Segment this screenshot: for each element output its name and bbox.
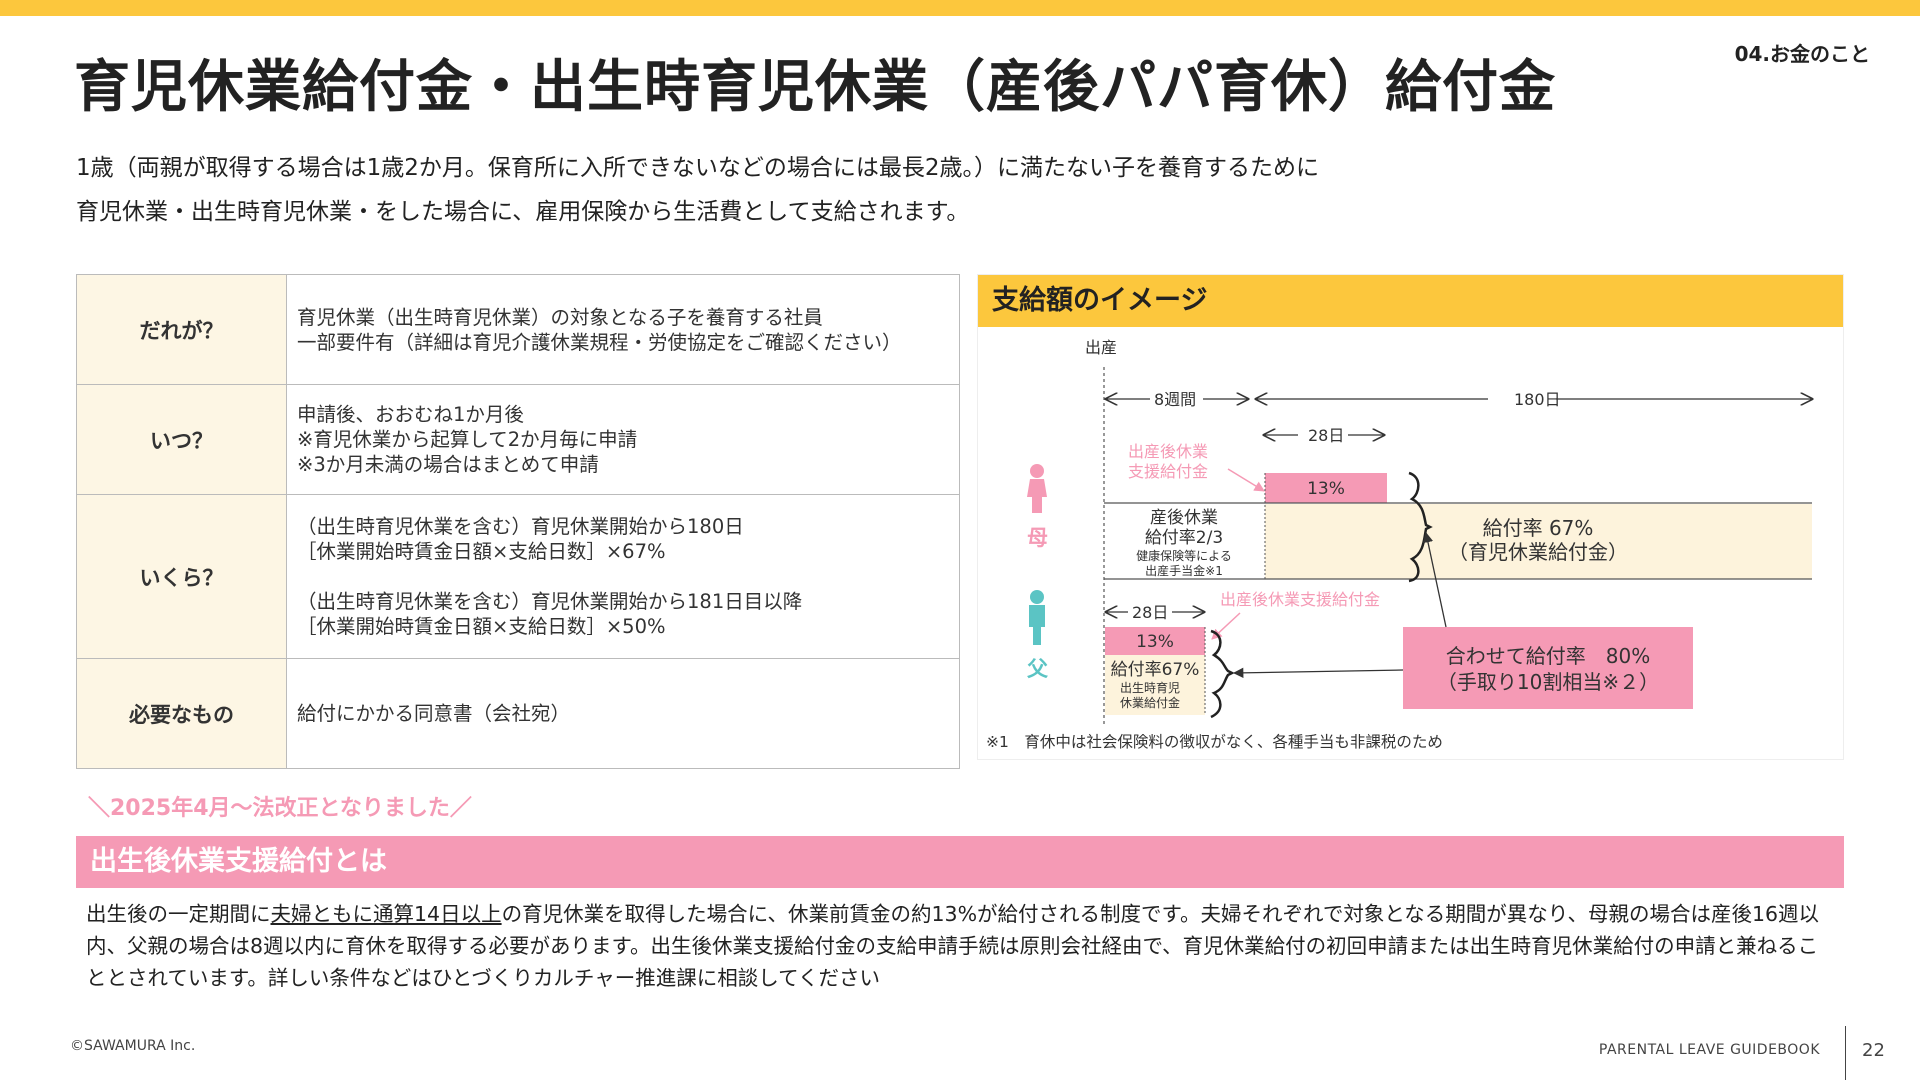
desc-underline: 夫婦ともに通算14日以上: [270, 902, 502, 926]
page-title: 育児休業給付金・出生時育児休業（産後パパ育休）給付金: [74, 55, 1556, 120]
page-number: 22: [1862, 1040, 1885, 1061]
support-label-mother-2: 支援給付金: [1128, 462, 1208, 481]
combined-arrow-to-mother: [1422, 531, 1447, 628]
maternity-label-1: 産後休業: [1150, 508, 1218, 528]
rate67-label-2: （育児休業給付金）: [1448, 540, 1628, 564]
guidebook-title: PARENTAL LEAVE GUIDEBOOK: [1598, 1042, 1820, 1058]
maternity-label-4: 出産手当金※1: [1145, 563, 1223, 578]
table-row: いつ？ 申請後、おおむね1か月後 ※育児休業から起算して2か月毎に申請 ※3か月…: [76, 384, 960, 495]
pct13-father-label: 13%: [1136, 632, 1174, 652]
copyright: ©SAWAMURA Inc.: [70, 1038, 196, 1054]
body-line: ［休業開始時賃金日額×支給日数］×67%: [297, 540, 666, 563]
support-label-mother-1: 出産後休業: [1128, 442, 1208, 461]
father-label: 父: [1027, 657, 1049, 681]
rate67-label-1: 給付率 67%: [1483, 516, 1594, 540]
pct13-father-box: [1105, 627, 1205, 655]
law-revision-note: ＼2025年4月～法改正となりました／: [88, 796, 472, 821]
intro-text: 1歳（両親が取得する場合は1歳2か月。保育所に入所できないなどの場合には最長2歳…: [76, 146, 1496, 234]
combined-arrow-to-father: [1232, 667, 1404, 679]
body-line: 育児休業（出生時育児休業）の対象となる子を養育する社員: [297, 305, 823, 329]
row-body-required: 給付にかかる同意書（会社宛）: [286, 658, 960, 769]
table-row: だれが？ 育児休業（出生時育児休業）の対象となる子を養育する社員 一部要件有（詳…: [76, 274, 960, 385]
table-row: いくら？ （出生時育児休業を含む）育児休業開始から180日 ［休業開始時賃金日額…: [76, 494, 960, 659]
father-rate-label-3: 休業給付金: [1120, 695, 1180, 710]
body-line: （出生時育児休業を含む）育児休業開始から180日: [297, 515, 744, 538]
father-rate67-area: [1105, 655, 1205, 715]
row-body-who: 育児休業（出生時育児休業）の対象となる子を養育する社員 一部要件有（詳細は育児介…: [286, 274, 960, 385]
support-pointer-mother: [1227, 468, 1265, 492]
maternity-label-2: 給付率2/3: [1145, 528, 1223, 548]
body-line: ※育児休業から起算して2か月毎に申請: [297, 428, 638, 451]
body-line: 申請後、おおむね1か月後: [297, 403, 524, 426]
days28-mother-label: 28日: [1308, 426, 1344, 445]
pct13-mother-box: [1265, 473, 1387, 503]
mother-rate67-area: [1265, 504, 1812, 579]
row-body-when: 申請後、おおむね1か月後 ※育児休業から起算して2か月毎に申請 ※3か月未満の場…: [286, 384, 960, 495]
father-rate-label-1: 給付率67%: [1111, 660, 1200, 680]
footer-divider: [1845, 1026, 1846, 1080]
combined-rate-box: [1403, 627, 1693, 709]
body-line: 一部要件有（詳細は育児介護休業規程・労使協定をご確認ください）: [297, 330, 902, 354]
mother-label: 母: [1027, 526, 1048, 550]
birth-label: 出産: [1085, 338, 1117, 357]
intro-line: 1歳（両親が取得する場合は1歳2か月。保育所に入所できないなどの場合には最長2歳…: [76, 155, 1320, 181]
law-section-bar: 出生後休業支援給付とは: [76, 836, 1844, 888]
father-brace: [1210, 629, 1235, 719]
payment-diagram: 出産 8週間 180日 28日 出産後休業 支援給付金 13% 産後休業 給付率…: [986, 338, 1843, 751]
benefit-info-table: だれが？ 育児休業（出生時育児休業）の対象となる子を養育する社員 一部要件有（詳…: [76, 274, 960, 769]
body-gap: [297, 564, 949, 589]
payment-image-panel: 支給額のイメージ 出産 8週間 180日 28日 出産後休業 支援給付: [977, 274, 1844, 760]
weeks8-label: 8週間: [1154, 390, 1196, 409]
intro-line: 育児休業・出生時育児休業・をした場合に、雇用保険から生活費として支給されます。: [76, 199, 970, 225]
mother-icon: [1027, 464, 1047, 513]
combined-label-1: 合わせて給付率 80%: [1446, 644, 1650, 668]
payment-image-header: 支給額のイメージ: [978, 275, 1843, 327]
table-row: 必要なもの 給付にかかる同意書（会社宛）: [76, 658, 960, 769]
law-section-title: 出生後休業支援給付とは: [90, 846, 387, 877]
support-label-father: 出産後休業支援給付金: [1220, 590, 1380, 609]
body-line: （出生時育児休業を含む）育児休業開始から181日目以降: [297, 590, 803, 613]
body-line: ※3か月未満の場合はまとめて申請: [297, 453, 599, 476]
row-head-when: いつ？: [76, 384, 287, 495]
mother-brace: [1408, 471, 1433, 583]
father-icon: [1029, 590, 1045, 645]
combined-label-2: （手取り10割相当※２）: [1437, 670, 1659, 694]
days28-father-label: 28日: [1132, 603, 1168, 622]
row-head-how-much: いくら？: [76, 494, 287, 659]
law-description: 出生後の一定期間に夫婦ともに通算14日以上の育児休業を取得した場合に、休業前賃金…: [86, 898, 1836, 994]
row-head-who: だれが？: [76, 274, 287, 385]
father-rate-label-2: 出生時育児: [1120, 680, 1180, 695]
top-accent-bar: [0, 0, 1920, 16]
row-body-how-much: （出生時育児休業を含む）育児休業開始から180日 ［休業開始時賃金日額×支給日数…: [286, 494, 960, 659]
desc-text-before: 出生後の一定期間に: [86, 902, 271, 926]
pct13-mother-label: 13%: [1307, 479, 1345, 499]
image-footnote: ※1 育休中は社会保険料の徴収がなく、各種手当も非課税のため: [986, 733, 1443, 751]
maternity-label-3: 健康保険等による: [1136, 548, 1232, 563]
days180-label: 180日: [1514, 390, 1561, 409]
row-head-required: 必要なもの: [76, 658, 287, 769]
desc-text-after: の育児休業を取得した場合に、休業前賃金の約13%が給付される制度です。夫婦それぞ…: [86, 902, 1820, 990]
section-label: 04.お金のこと: [1734, 42, 1870, 66]
body-line: ［休業開始時賃金日額×支給日数］×50%: [297, 615, 666, 638]
body-line: 給付にかかる同意書（会社宛）: [297, 702, 571, 725]
